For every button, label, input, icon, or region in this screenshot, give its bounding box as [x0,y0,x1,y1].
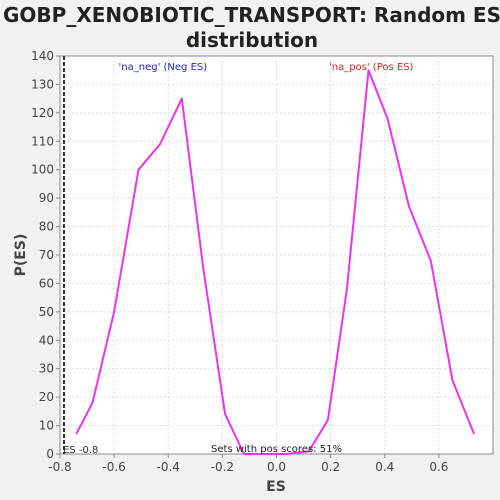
x-tick-label: 0.2 [321,460,340,474]
y-tick-label: 130 [31,77,54,91]
pos-es-label: 'na_pos' (Pos ES) [329,62,414,73]
y-axis-label: P(ES) [13,234,29,277]
y-tick-label: 10 [39,419,54,433]
y-tick-label: 0 [46,447,54,461]
pos-scores-text: Sets with pos scores: 51% [211,444,342,455]
x-tick-label: 0.0 [267,460,286,474]
x-tick-label: 0.6 [429,460,448,474]
es-distribution-line [75,69,476,455]
y-tick-label: 110 [31,134,54,148]
x-tick-label: 0.4 [375,460,394,474]
x-tick-label: -0.2 [211,460,234,474]
y-tick-label: 30 [39,362,54,376]
y-tick-label: 90 [39,191,54,205]
y-tick-label: 100 [31,163,54,177]
x-tick-label: -0.4 [157,460,180,474]
chart-title-line-2: distribution [186,28,318,52]
y-tick-label: 70 [39,248,54,262]
x-axis-label: ES [266,479,286,495]
y-tick-label: 20 [39,390,54,404]
series-layer [75,69,476,455]
y-tick-label: 140 [31,49,54,63]
y-tick-label: 120 [31,106,54,120]
y-tick-label: 40 [39,333,54,347]
y-tick-label: 60 [39,276,54,290]
neg-es-label: 'na_neg' (Neg ES) [119,62,208,73]
es-marker-label: ES -0.8 [63,445,98,456]
chart-title-line-1: GOBP_XENOBIOTIC_TRANSPORT: Random ES [3,3,500,27]
y-tick-label: 80 [39,220,54,234]
x-tick-label: -0.8 [48,460,71,474]
y-tick-label: 50 [39,305,54,319]
axis-ticks: 0 10 20 30 40 50 60 70 80 90 100 110 120 130 140 -0.8 -0… [31,49,448,474]
x-tick-label: -0.6 [102,460,125,474]
grid-lines [60,56,493,454]
